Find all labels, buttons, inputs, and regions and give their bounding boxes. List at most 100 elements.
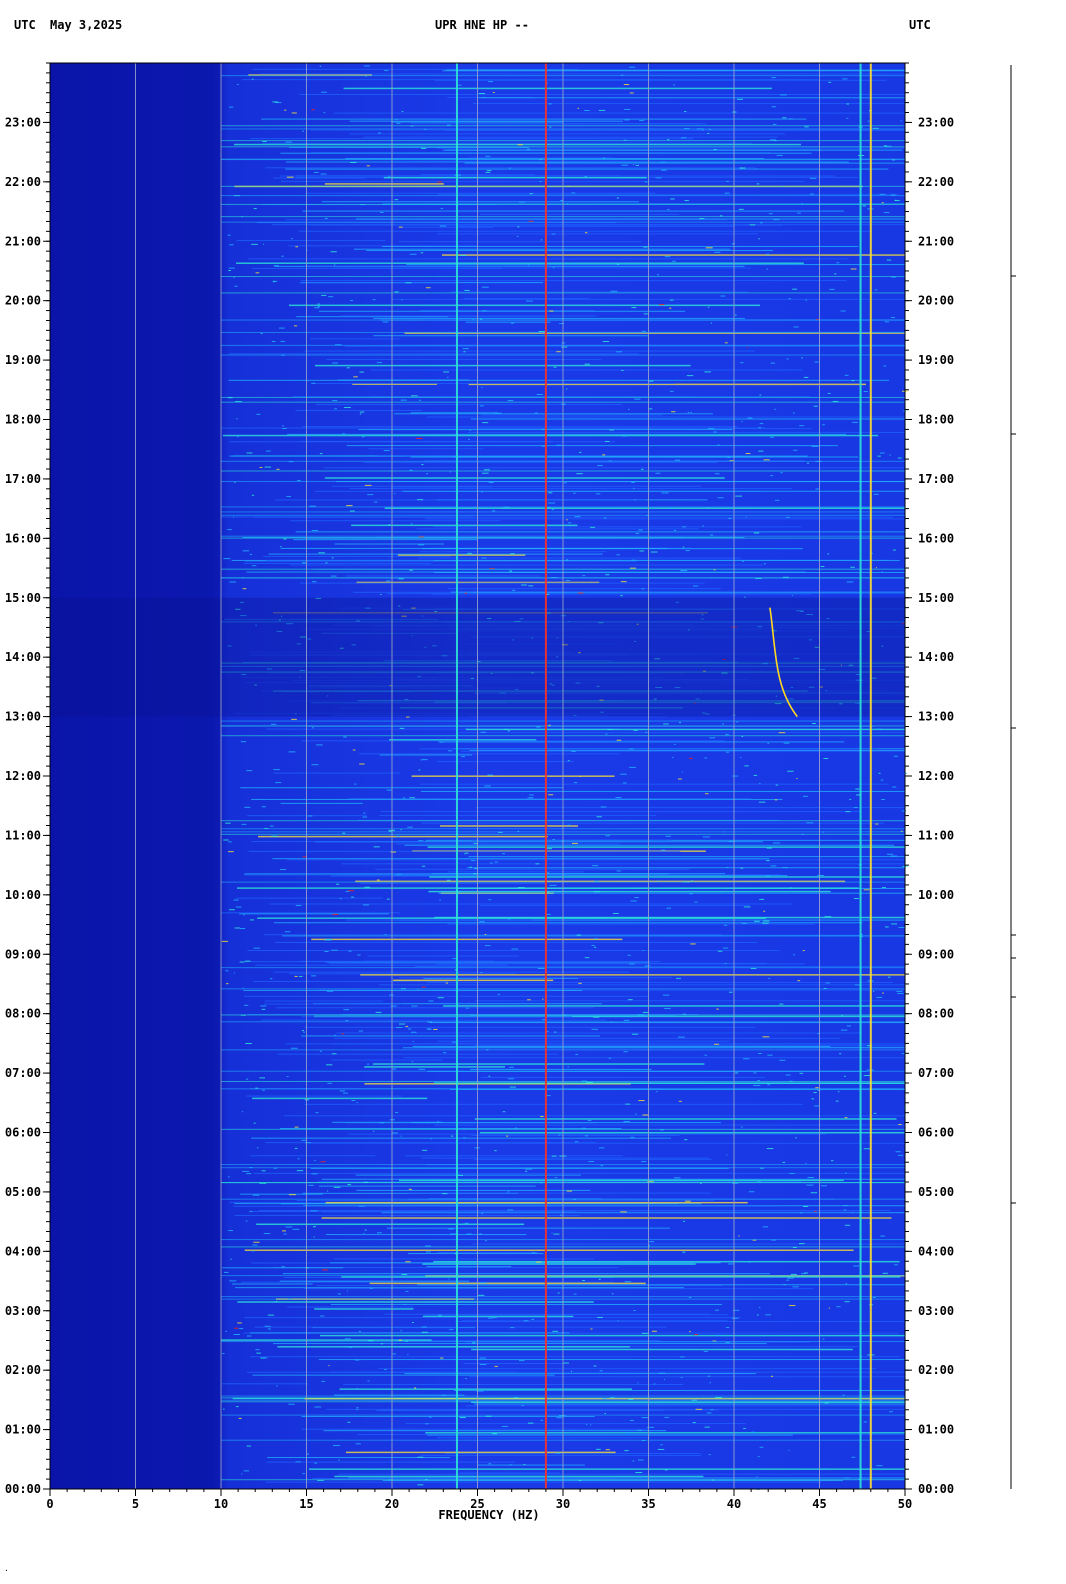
noise-streak: [463, 1362, 563, 1364]
noise-speckle: [412, 1040, 414, 1042]
noise-speckle: [704, 371, 711, 373]
noise-speckle: [679, 1356, 685, 1358]
noise-speckle: [318, 552, 325, 554]
noise-speckle: [398, 1339, 402, 1341]
noise-speckle: [414, 1387, 417, 1389]
noise-speckle: [517, 226, 520, 228]
noise-speckle: [478, 1233, 482, 1235]
noise-speckle: [622, 782, 627, 784]
noise-streak: [234, 1214, 581, 1216]
noise-streak: [438, 741, 845, 743]
noise-speckle: [627, 999, 633, 1001]
noise-speckle: [545, 612, 551, 614]
noise-speckle: [548, 724, 551, 726]
noise-streak: [375, 1409, 665, 1411]
noise-speckle: [713, 149, 717, 151]
noise-streak: [467, 431, 905, 433]
noise-speckle: [786, 1279, 790, 1281]
noise-speckle: [616, 554, 620, 556]
noise-speckle: [245, 1043, 252, 1045]
noise-speckle: [430, 1138, 432, 1140]
noise-streak: [334, 543, 444, 545]
noise-speckle: [674, 459, 681, 461]
noise-streak: [229, 455, 808, 457]
y-tick-label: 13:00: [918, 710, 954, 724]
noise-speckle: [481, 387, 483, 389]
noise-streak: [285, 161, 849, 163]
noise-speckle: [840, 664, 843, 666]
noise-speckle: [514, 1127, 518, 1129]
noise-speckle: [892, 549, 896, 551]
noise-speckle: [383, 450, 390, 452]
noise-speckle: [240, 615, 247, 617]
noise-streak: [266, 728, 620, 730]
noise-speckle: [256, 1352, 261, 1354]
noise-speckle: [356, 1409, 359, 1411]
noise-speckle: [314, 1462, 318, 1464]
noise-speckle: [424, 646, 427, 648]
noise-streak: [363, 136, 778, 138]
noise-speckle: [427, 1122, 430, 1124]
noise-speckle: [485, 155, 491, 157]
noise-speckle: [876, 996, 883, 998]
noise-streak: [280, 802, 363, 804]
noise-speckle: [817, 1089, 821, 1091]
noise-speckle: [893, 755, 899, 757]
y-tick-label: 23:00: [918, 115, 954, 129]
noise-speckle: [364, 886, 371, 888]
noise-speckle: [405, 282, 412, 284]
noise-speckle: [359, 413, 362, 415]
noise-speckle: [738, 208, 744, 210]
noise-speckle: [852, 421, 858, 423]
noise-speckle: [549, 310, 554, 312]
noise-speckle: [669, 299, 674, 301]
noise-speckle: [634, 398, 641, 400]
y-tick-label: 11:00: [5, 828, 41, 842]
noise-speckle: [680, 1377, 683, 1379]
noise-streak: [384, 507, 905, 509]
noise-speckle: [740, 362, 744, 364]
noise-speckle: [507, 1346, 510, 1348]
noise-speckle: [630, 900, 637, 902]
noise-speckle: [800, 611, 804, 613]
noise-speckle: [806, 1184, 814, 1186]
noise-speckle: [751, 1431, 755, 1433]
noise-speckle: [223, 1408, 225, 1410]
noise-speckle: [464, 592, 467, 594]
noise-speckle: [659, 161, 666, 163]
noise-speckle: [549, 683, 552, 685]
noise-speckle: [538, 331, 545, 333]
noise-streak: [351, 524, 578, 527]
noise-speckle: [351, 644, 356, 646]
noise-streak: [246, 1095, 402, 1097]
noise-speckle: [724, 342, 728, 344]
noise-speckle: [572, 262, 576, 264]
noise-streak: [343, 1384, 684, 1386]
noise-speckle: [364, 607, 371, 609]
noise-speckle: [364, 65, 371, 67]
noise-speckle: [355, 1359, 360, 1361]
noise-streak: [406, 264, 905, 266]
noise-streak: [383, 176, 647, 179]
noise-speckle: [465, 1377, 467, 1379]
noise-streak: [267, 1457, 450, 1459]
noise-speckle: [376, 1232, 382, 1234]
noise-speckle: [552, 1330, 559, 1332]
noise-speckle: [761, 922, 769, 924]
noise-speckle: [839, 703, 843, 705]
noise-speckle: [881, 887, 886, 889]
noise-speckle: [272, 101, 279, 103]
noise-speckle: [678, 1100, 682, 1102]
noise-streak: [319, 989, 905, 991]
noise-speckle: [509, 570, 513, 572]
noise-speckle: [748, 1261, 751, 1263]
noise-streak: [311, 702, 507, 704]
noise-speckle: [789, 887, 793, 889]
noise-speckle: [707, 132, 710, 134]
noise-speckle: [288, 751, 296, 753]
noise-speckle: [527, 148, 531, 150]
noise-speckle: [566, 519, 568, 521]
noise-speckle: [895, 1151, 901, 1153]
noise-speckle: [488, 482, 494, 484]
date-label: May 3,2025: [50, 18, 123, 32]
